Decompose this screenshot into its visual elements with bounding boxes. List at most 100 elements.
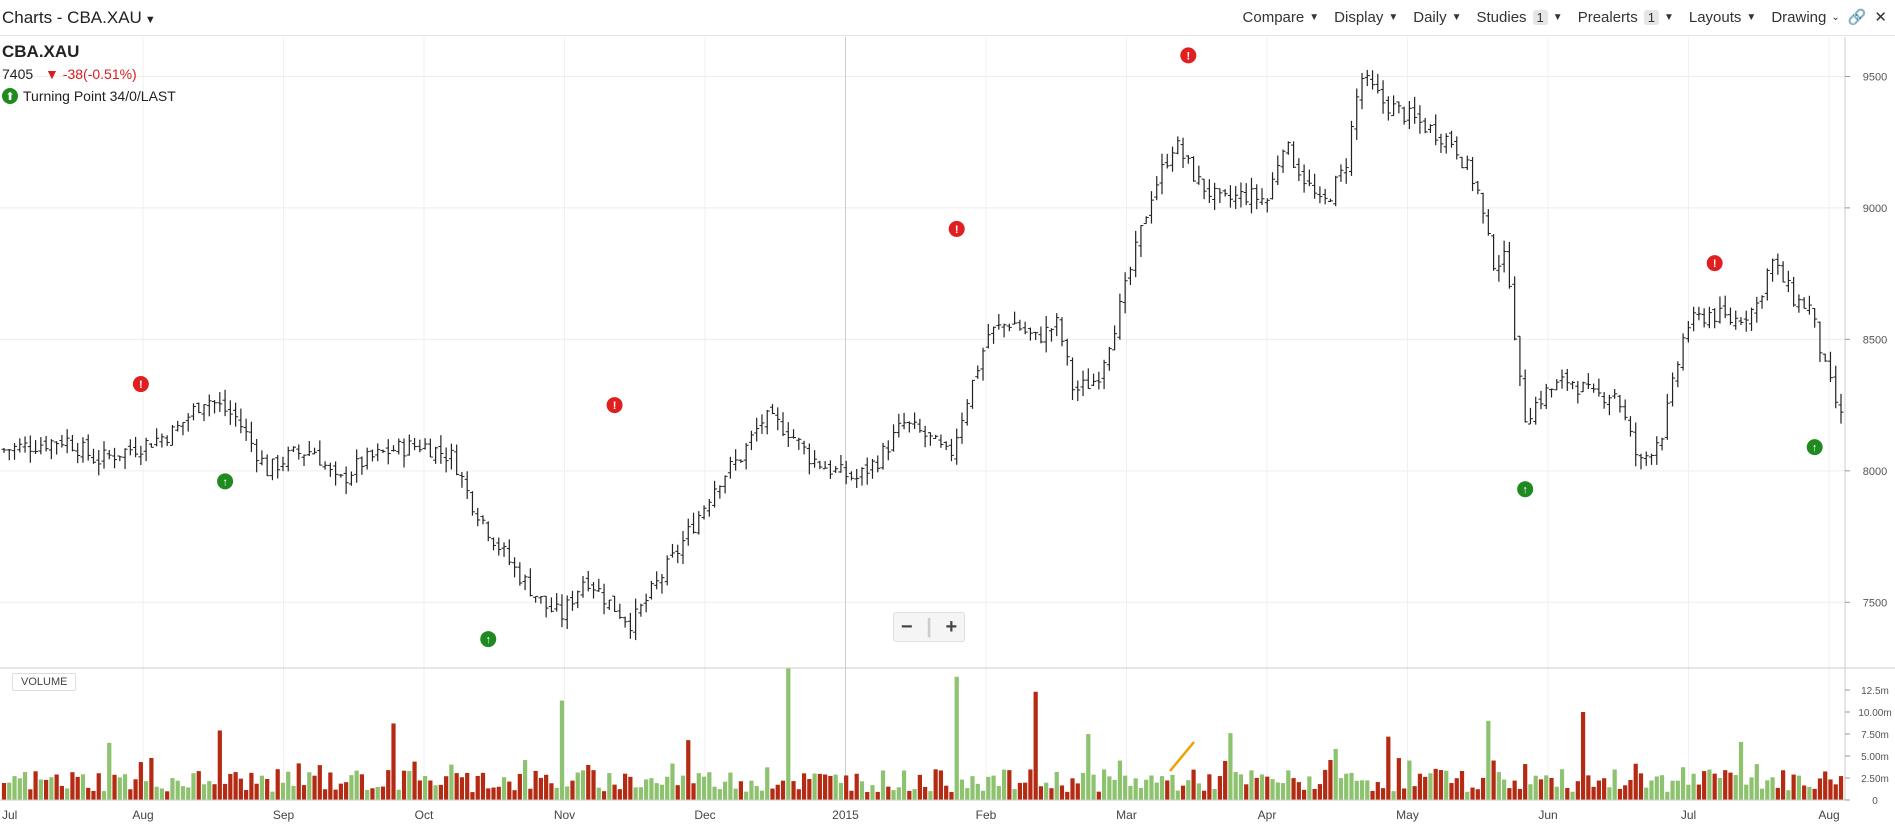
volume-bar	[307, 772, 312, 800]
volume-bar	[1207, 774, 1212, 800]
volume-bar	[728, 772, 733, 800]
volume-tick-label: 5.00m	[1861, 752, 1889, 763]
volume-bar	[1349, 772, 1354, 800]
volume-bar	[654, 783, 659, 800]
volume-bar	[1512, 780, 1517, 800]
volume-bar	[1475, 789, 1480, 800]
volume-panel-label[interactable]: VOLUME	[12, 673, 77, 691]
volume-bar	[1354, 780, 1359, 800]
volume-bar	[1328, 760, 1333, 800]
interval-menu[interactable]: Daily ▼	[1413, 9, 1461, 26]
volume-bar	[717, 789, 722, 800]
volume-bar	[1838, 776, 1844, 800]
zoom-in-button[interactable]: +	[945, 615, 958, 638]
volume-bar	[1259, 774, 1265, 800]
volume-bar	[196, 771, 201, 800]
study-legend-item[interactable]: ⬆ Turning Point 34/0/LAST	[2, 88, 176, 104]
volume-bar	[428, 780, 433, 800]
compare-menu[interactable]: Compare ▼	[1243, 9, 1320, 26]
volume-bar	[1065, 791, 1070, 800]
chevron-down-icon: ▼	[1663, 11, 1674, 23]
last-price: 7405	[2, 66, 34, 82]
volume-bar	[475, 775, 480, 800]
volume-bar	[1201, 790, 1207, 800]
volume-bar	[365, 789, 370, 800]
volume-bar	[586, 764, 591, 800]
close-icon[interactable]: ✕	[1874, 9, 1887, 26]
sell-signal-marker	[1180, 47, 1197, 64]
quote-row: 7405 ▼ -38(-0.51%)	[2, 66, 176, 82]
volume-bar	[1223, 760, 1228, 800]
volume-bar	[1044, 782, 1049, 800]
sell-signal-marker	[132, 376, 149, 393]
volume-bar	[186, 787, 191, 800]
volume-bar	[744, 791, 749, 800]
volume-bar	[1486, 720, 1491, 800]
volume-bar	[1786, 790, 1791, 800]
volume-bar	[938, 770, 944, 800]
volume-bar	[486, 788, 491, 800]
volume-bar	[1649, 780, 1654, 800]
volume-bar	[1412, 786, 1417, 800]
volume-bar	[849, 790, 854, 800]
volume-bar	[1286, 770, 1291, 800]
zoom-out-button[interactable]: −	[900, 615, 913, 638]
triangle-down-icon: ▼	[45, 66, 59, 82]
volume-bar	[1549, 777, 1554, 800]
prealerts-menu[interactable]: Prealerts 1 ▼	[1578, 9, 1674, 26]
link-icon[interactable]: 🔗	[1847, 9, 1867, 26]
volume-bar	[501, 777, 507, 800]
volume-bar	[1459, 770, 1465, 800]
volume-bar	[575, 772, 580, 800]
volume-bar	[1517, 788, 1523, 800]
volume-bar	[1659, 775, 1665, 800]
volume-bar	[1238, 774, 1244, 800]
time-tick-label: Sep	[273, 808, 295, 822]
volume-bar	[444, 776, 449, 800]
volume-bar	[1012, 789, 1017, 800]
drawing-menu[interactable]: Drawing ⌄	[1771, 9, 1839, 26]
volume-bar	[1154, 782, 1159, 800]
volume-bar	[1433, 768, 1438, 800]
volume-bar	[544, 774, 549, 800]
volume-bar	[49, 777, 54, 800]
arrow-up-icon: ↑	[1812, 442, 1818, 454]
volume-bar	[1796, 775, 1801, 800]
chevron-down-icon: ▼	[1451, 11, 1462, 23]
chart-grid	[0, 37, 1845, 800]
studies-menu[interactable]: Studies 1 ▼	[1477, 9, 1563, 26]
volume-bar	[480, 772, 486, 800]
volume-bar	[917, 774, 922, 800]
volume-bar	[1765, 780, 1770, 800]
arrow-up-icon: ⬆	[2, 88, 18, 104]
chevron-down-icon: ▼	[1746, 11, 1757, 23]
volume-bar	[912, 789, 917, 800]
volume-bar	[1217, 776, 1222, 800]
volume-bar	[970, 776, 975, 800]
volume-bar	[238, 778, 243, 800]
volume-bar	[696, 773, 701, 800]
chart-toolbar: Charts - CBA.XAU ▼ Compare ▼ Display ▼ Dail…	[0, 0, 1895, 36]
time-tick-label: Aug	[1818, 808, 1839, 822]
prealerts-label: Prealerts	[1577, 8, 1638, 26]
layouts-menu[interactable]: Layouts ▼	[1689, 9, 1756, 26]
volume-bar	[733, 788, 738, 800]
volume-bar	[328, 772, 333, 800]
volume-bar	[591, 770, 596, 800]
volume-bar	[1749, 777, 1754, 800]
volume-bar	[828, 775, 833, 800]
volume-bar	[633, 787, 638, 800]
volume-bar	[154, 786, 159, 800]
volume-bar	[833, 774, 838, 800]
display-menu[interactable]: Display ▼	[1334, 9, 1398, 26]
chart-title-dropdown[interactable]: Charts - CBA.XAU ▼	[2, 8, 156, 28]
volume-bar	[1707, 769, 1712, 800]
volume-tick-label: 2.50m	[1861, 774, 1889, 785]
alert-icon: !	[955, 224, 959, 236]
time-tick-label: Jun	[1538, 808, 1557, 822]
volume-bar	[1544, 775, 1549, 800]
volume-bar	[1754, 764, 1759, 800]
volume-bar	[838, 782, 844, 800]
volume-bar	[1101, 769, 1107, 800]
